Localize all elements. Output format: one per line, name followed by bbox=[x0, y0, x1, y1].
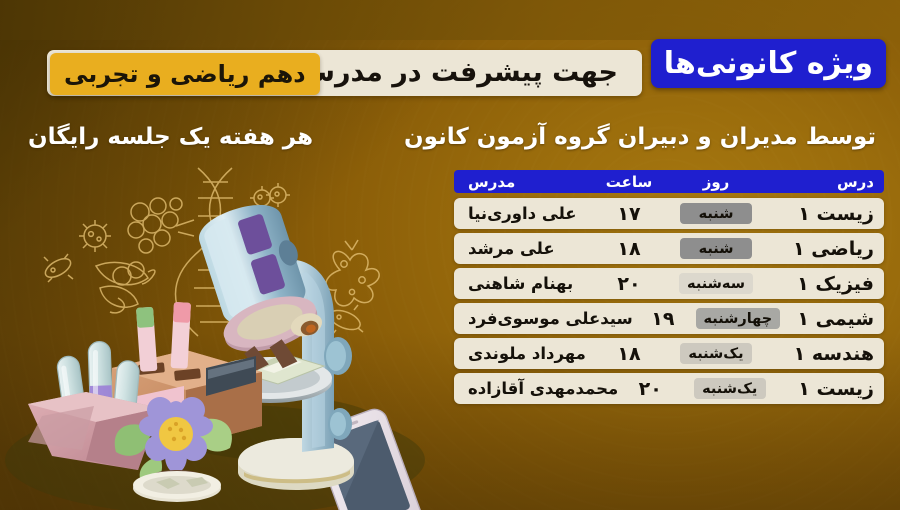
cell-day: یک‌شنبه bbox=[682, 378, 777, 399]
cell-time: ۱۸ bbox=[617, 342, 641, 365]
table-row: شیمی ۱ چهارشنبه ۱۹ سیدعلی موسوی‌فرد bbox=[454, 303, 884, 334]
main-title-text: جهت پیشرفت در مدرسه bbox=[292, 56, 618, 88]
cell-time: ۱۹ bbox=[651, 307, 675, 330]
column-header-time: ساعت bbox=[605, 172, 653, 191]
cell-time: ۲۰ bbox=[617, 272, 641, 295]
table-row: فیزیک ۱ سه‌شنبه ۲۰ بهنام شاهنی bbox=[454, 268, 884, 299]
subtitle-presenters: توسط مدیران و دبیران گروه آزمون کانون bbox=[404, 124, 876, 150]
cell-teacher: محمدمهدی آقازاده bbox=[468, 379, 619, 398]
grade-badge: دهم ریاضی و تجربی bbox=[50, 53, 320, 95]
schedule-table: درس روز ساعت مدرس زیست ۱ شنبه ۱۷ علی داوری‌… bbox=[454, 170, 884, 408]
cell-course: شیمی ۱ bbox=[797, 307, 874, 330]
cell-time: ۱۷ bbox=[617, 202, 641, 225]
cell-day: چهارشنبه bbox=[693, 308, 783, 329]
cell-teacher: بهنام شاهنی bbox=[468, 274, 574, 293]
cell-day: یک‌شنبه bbox=[664, 343, 768, 364]
subtitle-free-session: هر هفته یک جلسه رایگان bbox=[28, 124, 314, 150]
cell-teacher: علی مرشد bbox=[468, 239, 555, 258]
day-badge: سه‌شنبه bbox=[679, 273, 753, 294]
cell-day: شنبه bbox=[664, 203, 768, 224]
table-row: زیست ۱ شنبه ۱۷ علی داوری‌نیا bbox=[454, 198, 884, 229]
cell-time: ۲۰ bbox=[638, 377, 662, 400]
science-lab-illustration bbox=[0, 160, 440, 510]
cell-course: هندسه ۱ bbox=[793, 342, 874, 365]
kanooni-badge: ویژه کانونی‌ها bbox=[650, 39, 886, 88]
cell-teacher: مهرداد ملوندی bbox=[468, 344, 586, 363]
cell-course: ریاضی ۱ bbox=[792, 237, 874, 260]
cell-course: زیست ۱ bbox=[798, 202, 874, 225]
cell-teacher: سیدعلی موسوی‌فرد bbox=[468, 309, 633, 328]
table-body: زیست ۱ شنبه ۱۷ علی داوری‌نیا ریاضی ۱ شنبه ۱۸ عل… bbox=[454, 198, 884, 404]
table-row: زیست ۱ یک‌شنبه ۲۰ محمدمهدی آقازاده bbox=[454, 373, 884, 404]
table-header-row: درس روز ساعت مدرس bbox=[454, 170, 884, 193]
cell-teacher: علی داوری‌نیا bbox=[468, 204, 577, 223]
column-header-course: درس bbox=[836, 172, 874, 191]
table-row: هندسه ۱ یک‌شنبه ۱۸ مهرداد ملوندی bbox=[454, 338, 884, 369]
cell-day: شنبه bbox=[664, 238, 768, 259]
day-badge: یک‌شنبه bbox=[680, 343, 752, 364]
day-badge: شنبه bbox=[680, 238, 752, 259]
cell-course: فیزیک ۱ bbox=[797, 272, 874, 295]
cell-time: ۱۸ bbox=[617, 237, 641, 260]
day-badge: چهارشنبه bbox=[695, 308, 781, 329]
column-header-teacher: مدرس bbox=[468, 172, 516, 191]
day-badge: یک‌شنبه bbox=[693, 378, 766, 399]
cell-day: سه‌شنبه bbox=[664, 273, 768, 294]
table-row: ریاضی ۱ شنبه ۱۸ علی مرشد bbox=[454, 233, 884, 264]
column-header-day: روز bbox=[702, 172, 730, 191]
day-badge: شنبه bbox=[680, 203, 752, 224]
cell-course: زیست ۱ bbox=[798, 377, 874, 400]
background-top-stripe bbox=[0, 0, 900, 40]
